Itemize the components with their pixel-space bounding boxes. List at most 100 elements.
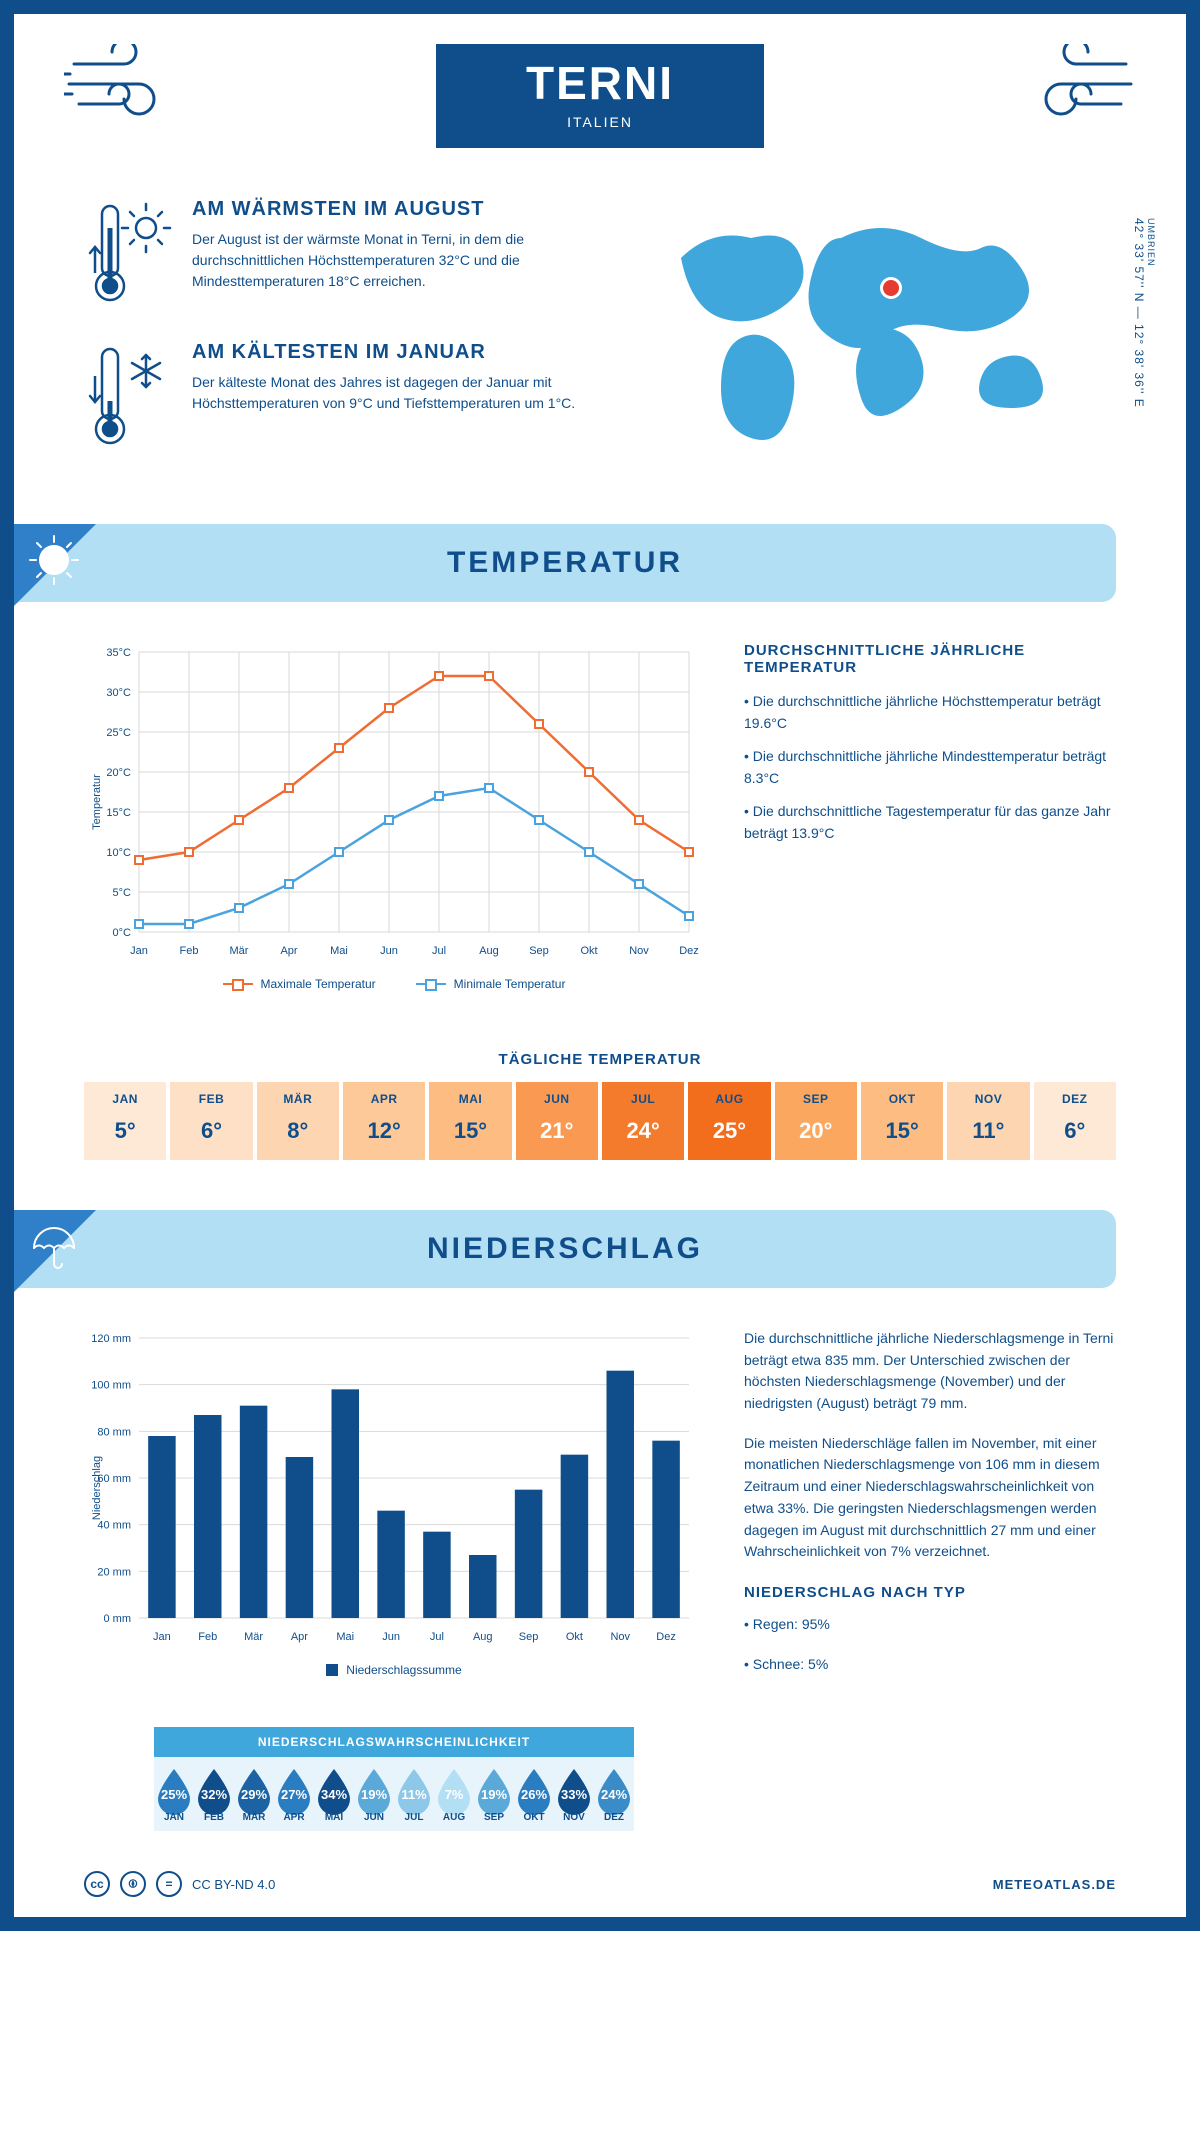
svg-text:Dez: Dez xyxy=(679,945,699,957)
warmest-text: Der August ist der wärmste Monat in Tern… xyxy=(192,229,592,292)
daily-temp-cell: MAI15° xyxy=(429,1082,511,1160)
daily-temp-title: TÄGLICHE TEMPERATUR xyxy=(14,1041,1186,1082)
temperature-banner: TEMPERATUR xyxy=(14,524,1116,602)
svg-text:Mai: Mai xyxy=(336,1631,354,1643)
page-title: TERNI xyxy=(526,56,674,110)
svg-text:Aug: Aug xyxy=(473,1631,493,1643)
svg-text:Mär: Mär xyxy=(244,1631,263,1643)
daily-temp-cell: APR12° xyxy=(343,1082,425,1160)
daily-temp-cell: OKT15° xyxy=(861,1082,943,1160)
svg-text:0 mm: 0 mm xyxy=(104,1613,132,1625)
footer: cc 🅯 = CC BY-ND 4.0 METEOATLAS.DE xyxy=(14,1851,1186,1917)
svg-text:Okt: Okt xyxy=(580,945,597,957)
precip-p2: Die meisten Niederschläge fallen im Nove… xyxy=(744,1433,1116,1563)
precip-type-title: NIEDERSCHLAG NACH TYP xyxy=(744,1581,1116,1604)
warmest-block: AM WÄRMSTEN IM AUGUST Der August ist der… xyxy=(84,198,631,313)
site-name: METEOATLAS.DE xyxy=(993,1877,1116,1892)
probability-cell: 33% NOV xyxy=(554,1757,594,1831)
probability-cell: 34% MAI xyxy=(314,1757,354,1831)
header: TERNI ITALIEN xyxy=(14,14,1186,168)
precip-p1: Die durchschnittliche jährliche Niedersc… xyxy=(744,1328,1116,1415)
coldest-block: AM KÄLTESTEN IM JANUAR Der kälteste Mona… xyxy=(84,341,631,456)
precip-type-2: • Schnee: 5% xyxy=(744,1654,1116,1676)
precipitation-text: Die durchschnittliche jährliche Niedersc… xyxy=(744,1328,1116,1831)
svg-text:5°C: 5°C xyxy=(113,887,132,899)
svg-text:Feb: Feb xyxy=(180,945,199,957)
intro-section: AM WÄRMSTEN IM AUGUST Der August ist der… xyxy=(14,168,1186,524)
svg-text:Apr: Apr xyxy=(291,1631,308,1643)
sun-icon xyxy=(26,532,82,593)
svg-text:Sep: Sep xyxy=(529,945,549,957)
precipitation-chart: 0 mm20 mm40 mm60 mm80 mm100 mm120 mmJanF… xyxy=(84,1328,704,1831)
svg-text:100 mm: 100 mm xyxy=(91,1380,131,1392)
daily-temp-cell: JAN5° xyxy=(84,1082,166,1160)
svg-text:Feb: Feb xyxy=(198,1631,217,1643)
svg-text:Mär: Mär xyxy=(230,945,249,957)
daily-temp-cell: AUG25° xyxy=(688,1082,770,1160)
daily-temp-cell: MÄR8° xyxy=(257,1082,339,1160)
probability-cell: 29% MÄR xyxy=(234,1757,274,1831)
probability-cell: 26% OKT xyxy=(514,1757,554,1831)
coldest-text: Der kälteste Monat des Jahres ist dagege… xyxy=(192,372,592,414)
precip-type-1: • Regen: 95% xyxy=(744,1614,1116,1636)
svg-text:Temperatur: Temperatur xyxy=(91,774,103,830)
svg-text:Jun: Jun xyxy=(382,1631,400,1643)
svg-text:0°C: 0°C xyxy=(113,927,132,939)
svg-text:Jun: Jun xyxy=(380,945,398,957)
temperature-stats: DURCHSCHNITTLICHE JÄHRLICHE TEMPERATUR •… xyxy=(744,642,1116,1021)
temperature-title: TEMPERATUR xyxy=(14,546,1116,580)
svg-text:20°C: 20°C xyxy=(106,767,131,779)
title-ribbon: TERNI ITALIEN xyxy=(436,44,764,148)
warmest-title: AM WÄRMSTEN IM AUGUST xyxy=(192,198,592,221)
daily-temperature-grid: JAN5° FEB6° MÄR8° APR12° MAI15° JUN21° J… xyxy=(14,1082,1186,1210)
probability-cell: 27% APR xyxy=(274,1757,314,1831)
page-subtitle: ITALIEN xyxy=(526,114,674,130)
probability-cell: 32% FEB xyxy=(194,1757,234,1831)
temp-stat-1: • Die durchschnittliche jährliche Höchst… xyxy=(744,690,1116,735)
probability-title: NIEDERSCHLAGSWAHRSCHEINLICHKEIT xyxy=(154,1727,634,1757)
daily-temp-cell: SEP20° xyxy=(775,1082,857,1160)
svg-text:Jan: Jan xyxy=(153,1631,171,1643)
probability-cell: 19% SEP xyxy=(474,1757,514,1831)
temp-stat-2: • Die durchschnittliche jährliche Mindes… xyxy=(744,745,1116,790)
svg-text:Nov: Nov xyxy=(629,945,649,957)
license-text: CC BY-ND 4.0 xyxy=(192,1877,275,1892)
daily-temp-cell: DEZ6° xyxy=(1034,1082,1116,1160)
by-icon: 🅯 xyxy=(120,1871,146,1897)
svg-text:Mai: Mai xyxy=(330,945,348,957)
svg-text:40 mm: 40 mm xyxy=(97,1520,131,1532)
svg-text:80 mm: 80 mm xyxy=(97,1426,131,1438)
page: TERNI ITALIEN AM WÄRMSTEN IM AUGUST Der … xyxy=(0,0,1200,1931)
daily-temp-cell: FEB6° xyxy=(170,1082,252,1160)
coords-text: 42° 33' 57'' N — 12° 38' 36'' E xyxy=(1132,218,1146,408)
svg-text:Aug: Aug xyxy=(479,945,499,957)
temp-stat-3: • Die durchschnittliche Tagestemperatur … xyxy=(744,800,1116,845)
wind-icon xyxy=(64,44,184,129)
wind-icon xyxy=(1016,44,1136,129)
coordinates: UMBRIEN 42° 33' 57'' N — 12° 38' 36'' E xyxy=(1132,218,1156,408)
probability-cell: 7% AUG xyxy=(434,1757,474,1831)
daily-temp-cell: JUN21° xyxy=(516,1082,598,1160)
svg-text:Niederschlag: Niederschlag xyxy=(91,1456,103,1520)
nd-icon: = xyxy=(156,1871,182,1897)
precip-legend: Niederschlagssumme xyxy=(346,1663,461,1677)
svg-text:35°C: 35°C xyxy=(106,647,131,659)
probability-cell: 25% JAN xyxy=(154,1757,194,1831)
svg-text:Sep: Sep xyxy=(519,1631,539,1643)
svg-text:Apr: Apr xyxy=(280,945,297,957)
coldest-title: AM KÄLTESTEN IM JANUAR xyxy=(192,341,592,364)
daily-temp-cell: NOV11° xyxy=(947,1082,1029,1160)
umbrella-icon xyxy=(26,1218,82,1279)
svg-text:Dez: Dez xyxy=(656,1631,676,1643)
svg-text:Jul: Jul xyxy=(430,1631,444,1643)
world-map xyxy=(661,198,1116,453)
cc-icon: cc xyxy=(84,1871,110,1897)
svg-text:Okt: Okt xyxy=(566,1631,583,1643)
legend-max: Maximale Temperatur xyxy=(261,977,376,991)
probability-cell: 11% JUL xyxy=(394,1757,434,1831)
svg-text:120 mm: 120 mm xyxy=(91,1333,131,1345)
svg-text:15°C: 15°C xyxy=(106,807,131,819)
precipitation-title: NIEDERSCHLAG xyxy=(14,1232,1116,1266)
daily-temp-cell: JUL24° xyxy=(602,1082,684,1160)
temp-stats-title: DURCHSCHNITTLICHE JÄHRLICHE TEMPERATUR xyxy=(744,642,1116,676)
